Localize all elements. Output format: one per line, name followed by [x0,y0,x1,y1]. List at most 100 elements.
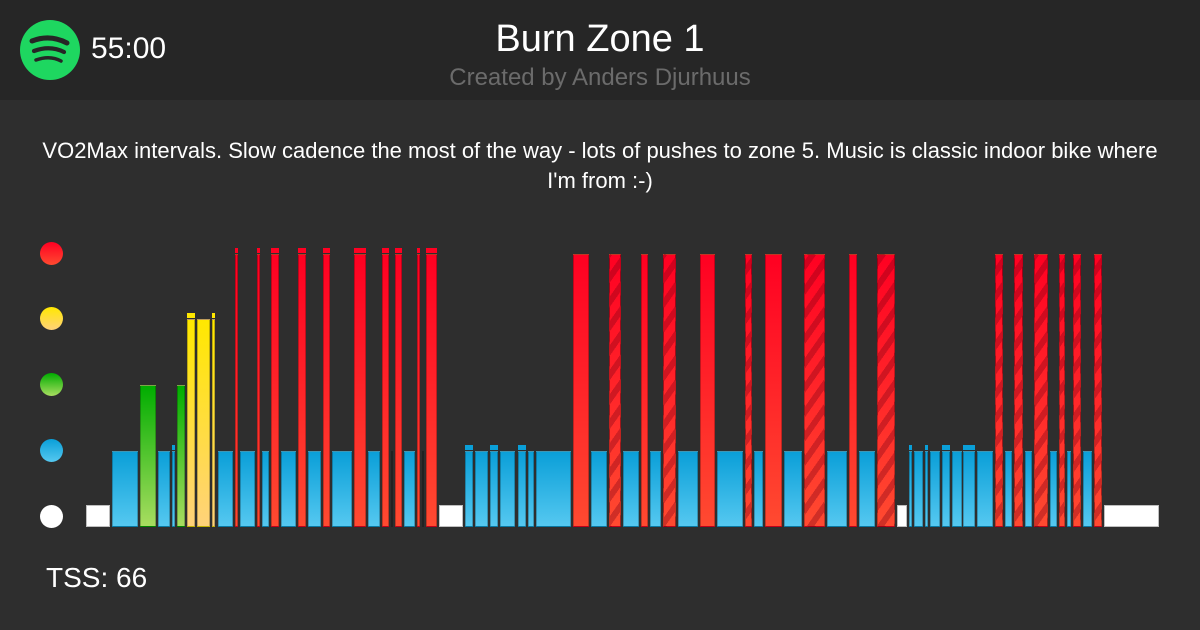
interval-bar-zone-5[interactable] [323,254,330,527]
interval-bar-zone-5[interactable] [426,254,437,527]
interval-bar-zone-2[interactable] [308,451,321,527]
interval-bar-zone-4[interactable] [187,319,195,527]
interval-bar-zone-2[interactable] [859,451,875,527]
interval-bar-zone-2[interactable] [262,451,269,527]
zone-4-dot-icon [40,307,63,330]
interval-bar-zone-5[interactable] [573,254,589,527]
interval-bar-zone-5[interactable] [609,254,621,527]
interval-bar-zone-5[interactable] [877,254,895,527]
workout-title: Burn Zone 1 [495,18,705,60]
interval-marker [465,445,473,450]
header-bar: 55:00 Burn Zone 1 Created by Anders Djur… [0,0,1200,100]
interval-bar-zone-5[interactable] [235,254,238,527]
zone-1-dot-icon [40,505,63,528]
interval-bar-zone-2[interactable] [952,451,962,527]
interval-marker [925,445,928,450]
interval-bar-zone-5[interactable] [417,254,420,527]
interval-bar-zone-2[interactable] [942,451,950,527]
interval-bar-zone-1[interactable] [1104,505,1159,527]
interval-bar-zone-3[interactable] [140,385,156,527]
interval-bar-zone-5[interactable] [1094,254,1102,527]
interval-bar-zone-5[interactable] [257,254,260,527]
interval-bar-zone-2[interactable] [1067,451,1071,527]
spotify-icon[interactable] [20,20,80,80]
zone-2-dot-icon [40,439,63,462]
interval-bar-zone-3[interactable] [177,385,185,527]
interval-bar-zone-2[interactable] [678,451,698,527]
interval-marker [909,445,912,450]
interval-bar-zone-2[interactable] [332,451,352,527]
interval-marker [942,445,950,450]
interval-bar-zone-2[interactable] [368,451,380,527]
interval-bar-zone-2[interactable] [977,451,993,527]
interval-bar-zone-2[interactable] [914,451,923,527]
interval-bar-zone-2[interactable] [465,451,473,527]
interval-marker [395,248,402,253]
interval-bar-zone-2[interactable] [281,451,296,527]
interval-bar-zone-5[interactable] [1014,254,1023,527]
interval-bar-zone-5[interactable] [745,254,752,527]
interval-bar-zone-2[interactable] [717,451,743,527]
interval-marker [323,248,330,253]
interval-bar-zone-2[interactable] [172,451,175,527]
interval-bar-zone-1[interactable] [439,505,463,527]
interval-bar-zone-1[interactable] [86,505,110,527]
interval-bar-zone-2[interactable] [963,451,975,527]
interval-bar-zone-2[interactable] [112,451,138,527]
interval-bar-zone-2[interactable] [827,451,847,527]
interval-bar-zone-2[interactable] [925,451,928,527]
interval-marker [426,248,437,253]
interval-bar-zone-5[interactable] [395,254,402,527]
interval-bar-zone-5[interactable] [995,254,1003,527]
interval-bar-zone-5[interactable] [1073,254,1081,527]
interval-bar-zone-2[interactable] [1005,451,1012,527]
interval-bar-zone-2[interactable] [1025,451,1032,527]
interval-bar-zone-2[interactable] [623,451,639,527]
interval-bar-zone-4[interactable] [212,319,215,527]
interval-bar-zone-2[interactable] [528,451,534,527]
interval-bar-zone-5[interactable] [271,254,279,527]
interval-bar-zone-2[interactable] [754,451,763,527]
zone-3-dot-icon [40,373,63,396]
zone-5-dot-icon [40,242,63,265]
workout-description: VO2Max intervals. Slow cadence the most … [42,138,1158,193]
interval-marker [235,248,238,253]
interval-bar-zone-2[interactable] [1050,451,1057,527]
interval-bar-zone-2[interactable] [158,451,170,527]
interval-bar-zone-5[interactable] [1059,254,1065,527]
interval-bar-zone-5[interactable] [663,254,676,527]
interval-bar-zone-5[interactable] [804,254,825,527]
interval-bar-zone-2[interactable] [518,451,526,527]
interval-bar-zone-2[interactable] [422,451,424,527]
interval-bar-zone-2[interactable] [475,451,488,527]
interval-marker [417,248,420,253]
interval-bar-zone-5[interactable] [382,254,389,527]
interval-marker [354,248,366,253]
interval-bar-zone-5[interactable] [298,254,306,527]
interval-bar-zone-5[interactable] [1034,254,1048,527]
interval-bar-zone-5[interactable] [641,254,648,527]
interval-bar-zone-2[interactable] [404,451,415,527]
interval-bar-zone-2[interactable] [591,451,607,527]
interval-marker [382,248,389,253]
interval-bar-zone-2[interactable] [391,451,393,527]
interval-bar-zone-5[interactable] [765,254,782,527]
interval-marker [212,313,215,318]
interval-bar-zone-4[interactable] [197,319,210,527]
interval-bar-zone-2[interactable] [536,451,571,527]
interval-bar-zone-2[interactable] [784,451,802,527]
interval-bar-zone-5[interactable] [849,254,857,527]
interval-bar-zone-2[interactable] [500,451,515,527]
interval-bar-zone-2[interactable] [240,451,255,527]
interval-bar-zone-5[interactable] [700,254,715,527]
interval-bar-zone-2[interactable] [650,451,661,527]
interval-bar-zone-2[interactable] [218,451,233,527]
interval-bar-zone-2[interactable] [909,451,912,527]
interval-bar-zone-5[interactable] [354,254,366,527]
interval-marker [172,445,175,450]
interval-bar-zone-1[interactable] [897,505,907,527]
interval-bar-zone-2[interactable] [490,451,498,527]
interval-bar-zone-2[interactable] [1083,451,1092,527]
interval-bar-zone-2[interactable] [930,451,940,527]
